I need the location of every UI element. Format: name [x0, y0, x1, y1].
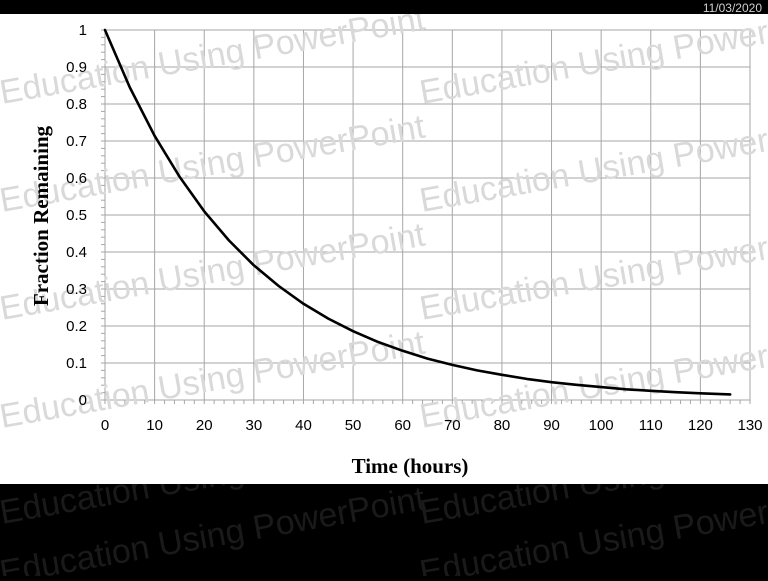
watermark-text: Education Using PowerPoint	[0, 324, 428, 436]
series-line	[103, 28, 732, 396]
watermark-text: Education Using PowerPoint	[417, 14, 768, 112]
watermark-text: Education Using PowerPoint	[0, 14, 428, 112]
x-tick-label: 100	[589, 417, 614, 434]
y-tick-label: 0.4	[66, 244, 87, 261]
watermark-text: Education Using PowerPoint	[417, 108, 768, 220]
x-tick-label: 20	[196, 417, 213, 434]
y-tick-label: 0.9	[66, 59, 87, 76]
y-tick-label: 0.5	[66, 207, 87, 224]
x-tick-label: 30	[246, 417, 263, 434]
watermark-text: Education Using PowerPoint	[0, 216, 428, 328]
x-tick-label: 0	[101, 417, 109, 434]
x-tick-label: 120	[688, 417, 713, 434]
slide: Education Using PowerPoint Education Usin…	[0, 14, 768, 484]
x-tick-label: 130	[737, 417, 762, 434]
watermark-text: Education Using PowerPoint	[417, 216, 768, 328]
x-tick-label: 90	[543, 417, 560, 434]
date-label: 11/03/2020	[702, 1, 762, 15]
y-axis-label: Fraction Remaining	[29, 125, 53, 306]
y-tick-label: 0.2	[66, 318, 87, 335]
x-tick-label: 40	[295, 417, 312, 434]
grid	[101, 29, 751, 404]
x-axis-label: Time (hours)	[352, 454, 469, 478]
y-tick-label: 0.3	[66, 281, 87, 298]
x-tick-label: 60	[394, 417, 411, 434]
y-tick-label: 0.8	[66, 96, 87, 113]
x-axis-ticks: 0 10 20 30 40 50 60 70 80 90 100 110 120 130	[101, 417, 763, 434]
y-axis-ticks: 0 0.1 0.2 0.3 0.4 0.5 0.6 0.7 0.8 0.9 1	[66, 22, 87, 409]
x-tick-label: 110	[639, 417, 663, 434]
y-tick-label: 0	[79, 392, 87, 409]
y-tick-label: 0.7	[66, 133, 87, 150]
x-tick-label: 80	[494, 417, 511, 434]
x-tick-label: 70	[444, 417, 461, 434]
y-tick-label: 0.1	[66, 355, 87, 372]
x-tick-label: 10	[146, 417, 163, 434]
watermark-text: Education Using PowerPoint	[0, 108, 428, 220]
y-tick-label: 0.6	[66, 170, 87, 187]
top-bar: 11/03/2020	[0, 0, 768, 14]
x-tick-label: 50	[345, 417, 362, 434]
y-tick-label: 1	[79, 22, 87, 39]
bottom-bar: Education Using PowerPoint Education Usin…	[0, 420, 768, 581]
series-layer	[103, 28, 732, 396]
